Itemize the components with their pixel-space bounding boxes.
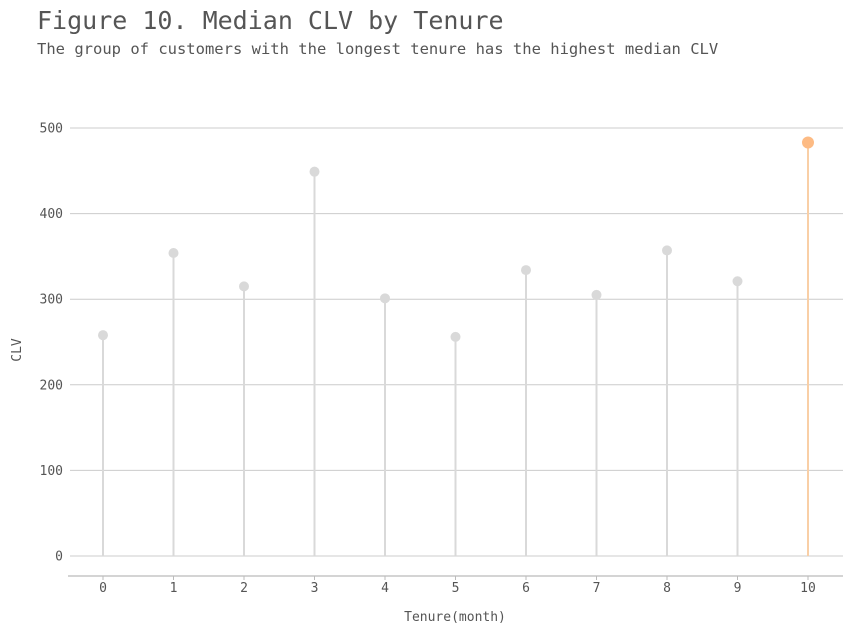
x-tick-label: 9: [734, 581, 742, 596]
lollipop-marks: [98, 136, 814, 556]
x-axis-label: Tenure(month): [404, 610, 506, 625]
lollipop-point: [309, 166, 320, 177]
y-tick-label: 500: [40, 122, 63, 137]
x-tick-label: 6: [522, 581, 530, 596]
lollipop-point: [662, 245, 672, 256]
x-tick-label: 5: [452, 581, 460, 596]
x-tick-label: 7: [593, 581, 601, 596]
lollipop-point: [591, 289, 602, 300]
lollipop-point: [239, 281, 249, 292]
lollipop-point: [732, 276, 743, 287]
y-tick-label: 200: [40, 378, 63, 393]
x-axis-ticks: 0 1 2 3 4 5 6 7 8 9 10: [99, 576, 816, 596]
x-tick-label: 8: [663, 581, 671, 596]
chart-subtitle: The group of customers with the longest …: [37, 40, 719, 58]
y-tick-label: 300: [40, 293, 63, 308]
lollipop-point: [168, 247, 179, 258]
x-tick-label: 10: [800, 581, 816, 596]
x-tick-label: 0: [99, 581, 107, 596]
x-tick-label: 3: [311, 581, 319, 596]
y-axis-label: CLV: [10, 338, 25, 362]
y-tick-label: 400: [40, 207, 63, 222]
lollipop-point: [98, 330, 108, 341]
y-axis-ticks: 0 100 200 300 400 500: [40, 122, 63, 565]
highlight-point: [802, 136, 814, 149]
chart-title: Figure 10. Median CLV by Tenure: [37, 6, 504, 35]
x-tick-label: 1: [170, 581, 178, 596]
lollipop-point: [521, 265, 531, 276]
lollipop-point: [450, 331, 461, 342]
lollipop-point: [380, 293, 390, 304]
x-tick-label: 4: [381, 581, 389, 596]
y-tick-label: 0: [55, 550, 63, 565]
x-tick-label: 2: [240, 581, 248, 596]
y-tick-label: 100: [40, 464, 63, 479]
